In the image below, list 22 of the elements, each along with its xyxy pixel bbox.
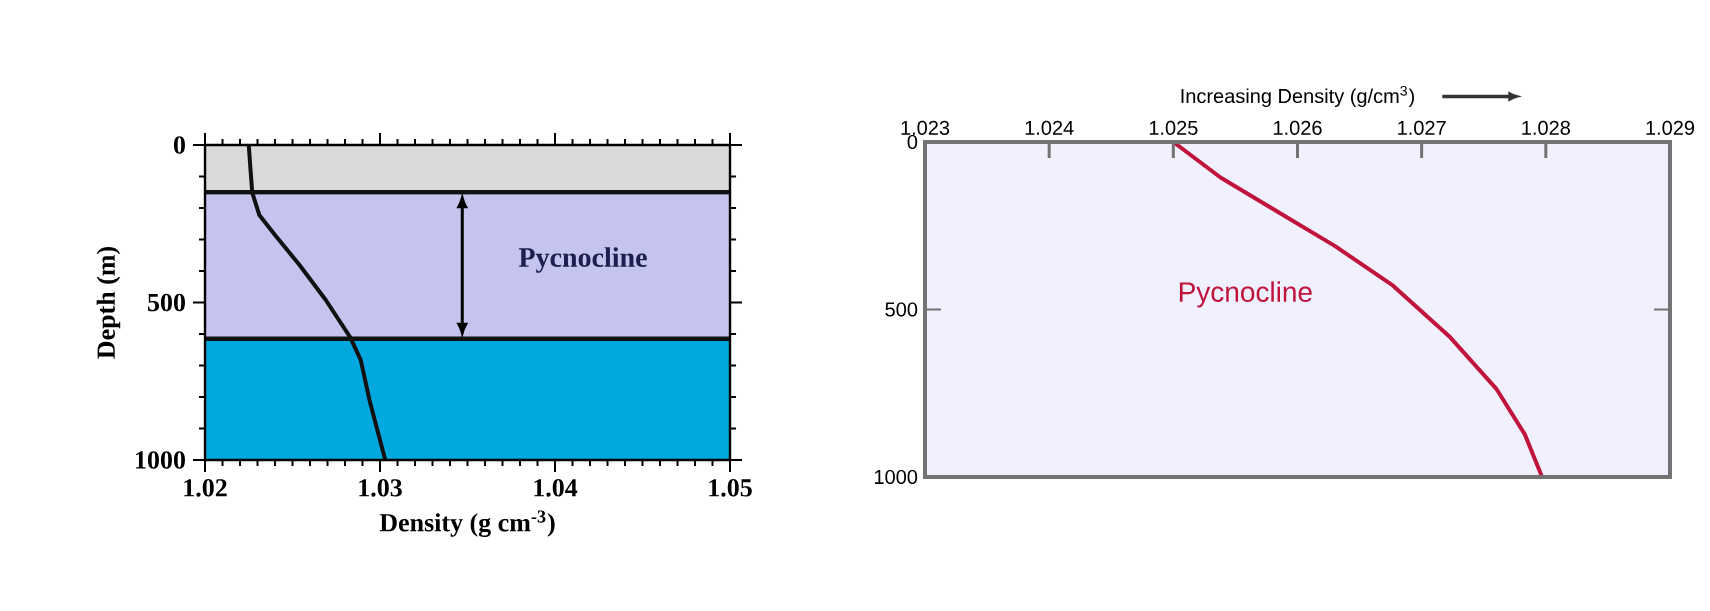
x-tick-label: 1.023 <box>901 120 950 135</box>
x-tick-label: 1.024 <box>1025 120 1074 135</box>
x-tick-label: 1.027 <box>1398 120 1446 135</box>
y-axis-title: Depth (m) <box>96 246 121 359</box>
x-tick-label: 1.026 <box>1274 120 1322 135</box>
annotation: Pycnocline <box>518 247 647 273</box>
y-tick-label: 0 <box>907 134 918 150</box>
x-tick-label: 1.028 <box>1522 120 1570 135</box>
y-tick-label: 500 <box>885 302 918 317</box>
y-tick-label: 1000 <box>136 451 185 469</box>
x-axis-title: Density (g cm$^{-3}$) <box>379 510 555 537</box>
x-tick-label: 1.029 <box>1646 120 1695 135</box>
x-tick-label: 1.04 <box>534 479 578 497</box>
y-tick-label: 1000 <box>874 469 918 485</box>
x-tick-label: 1.02 <box>184 479 227 497</box>
annotation: Pycnocline <box>1179 281 1312 308</box>
x-axis-title: Increasing Density (g/cm$^{3}$) <box>1181 85 1415 108</box>
x-tick-label: 1.03 <box>359 479 402 497</box>
x-tick-label: 1.025 <box>1149 120 1198 135</box>
x-tick-label: 1.05 <box>709 479 752 497</box>
y-tick-label: 500 <box>147 293 185 312</box>
y-tick-label: 0 <box>173 136 185 154</box>
